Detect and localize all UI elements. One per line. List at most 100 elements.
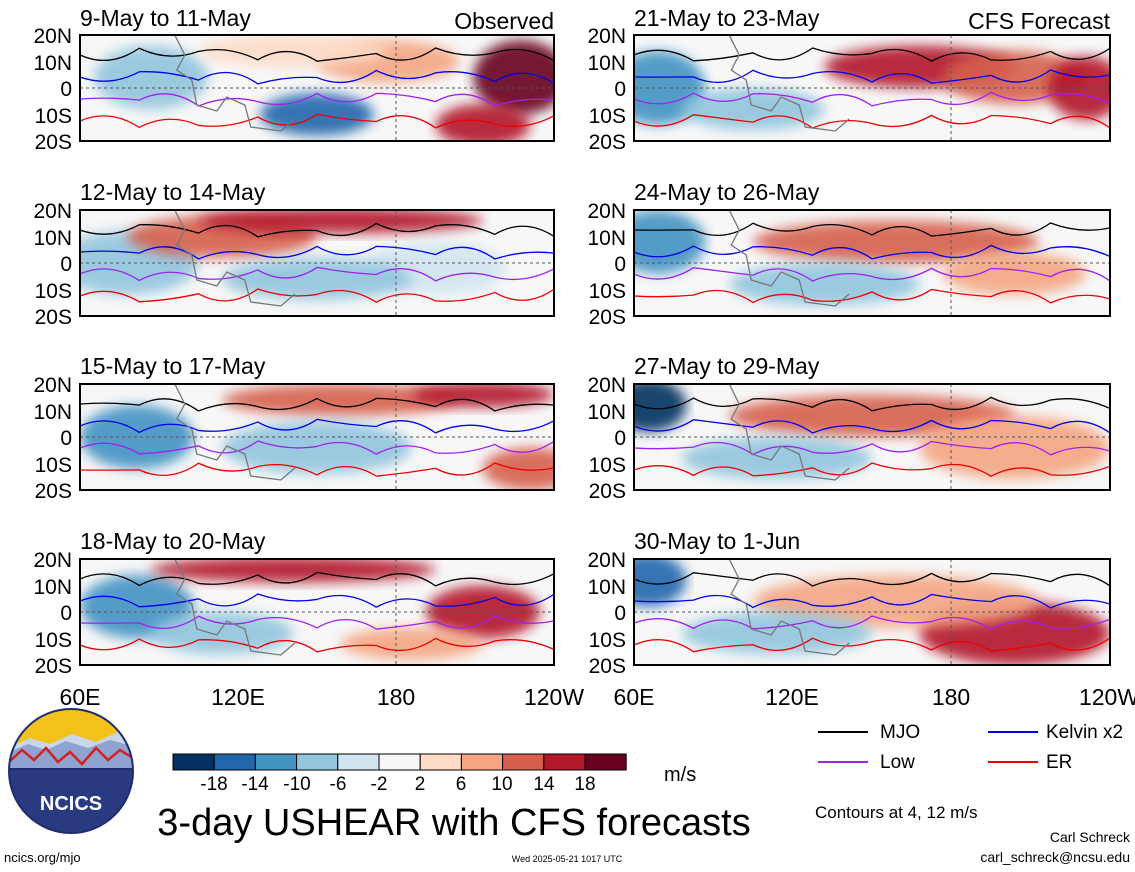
colorbar-tick: 2 [415,774,426,795]
lat-label: 10S [35,280,72,303]
lat-label: 20S [589,655,626,678]
colorbar-tick: 6 [456,774,467,795]
contours-5 [634,210,1110,307]
colorbar-box [254,753,298,771]
coastline [174,384,296,481]
panel-frame [79,209,555,317]
lat-label: 10N [33,401,72,424]
colorbar-tick: -18 [200,774,227,795]
lat-labels-right: 20N 10N 0 10S 20S 20N 10N 0 10S 20S 20N … [587,25,626,678]
lat-label: 10N [587,576,626,599]
panel-label: 30-May to 1-Jun [634,528,800,554]
shaded-region [94,45,208,110]
shaded-region [634,210,706,274]
contour-line [634,114,1110,129]
lon-label: 120W [524,684,584,710]
contour-line [634,267,1110,282]
colorbar-units: m/s [664,764,696,786]
panel-frame [79,383,555,491]
footer-email: carl_schreck@ncsu.edu [980,849,1130,865]
coastline [728,35,850,132]
lat-label: 20N [33,374,72,397]
lon-label: 120E [765,684,819,710]
legend: MJO Kelvin x2 Low ER Contours at 4, 12 m… [815,722,1123,822]
shading-4 [634,45,1110,131]
colorbar: -18 -14 -10 -6 -2 2 6 10 14 18 m/s [172,753,696,795]
shaded-region [943,252,1087,295]
lat-label: 10N [33,227,72,250]
contour-line [634,91,1110,107]
contour-line [80,615,554,630]
contours-2 [80,384,554,481]
shaded-region [198,210,483,234]
lat-label: 10N [587,401,626,424]
contour-line [80,397,554,412]
panel-frame [633,558,1111,666]
contours-1 [80,210,554,307]
contour-line [80,288,554,303]
panel-7: 30-May to 1-Jun [633,528,1111,666]
lon-label: 60E [60,684,101,710]
colorbar-box [460,753,504,771]
lat-label: 10S [35,629,72,652]
colorbar-box [172,753,215,771]
panel-frame [79,34,555,142]
panel-label: 24-May to 26-May [634,179,820,205]
panel-frame [633,209,1111,317]
contour-line [634,396,1110,412]
lat-label: 0 [614,427,626,450]
legend-label-kelvin: Kelvin x2 [1046,722,1123,743]
shaded-region [222,421,412,475]
footer-author: Carl Schreck [1050,829,1131,845]
contour-line [80,266,554,282]
contour-line [80,440,554,455]
contour-line [80,222,554,238]
shaded-region [753,574,1039,628]
shaded-region [753,220,1039,263]
lat-label: 10N [33,576,72,599]
contour-line [634,47,1110,62]
shading-7 [634,559,1110,665]
footer-timestamp: Wed 2025-05-21 1017 UTC [512,854,623,864]
panel-label: 18-May to 20-May [80,528,266,554]
contour-line [80,571,554,587]
coastline [728,210,850,307]
lon-label: 120W [1079,684,1135,710]
colorbar-box [543,753,586,771]
colorbar-tick: -6 [330,774,347,795]
contours-4 [634,35,1110,132]
panel-2: 15-May to 17-May [79,353,555,491]
contours-0 [80,35,554,132]
panel-frame [633,34,1111,142]
shaded-region [473,40,554,115]
colorbar-tick: 18 [574,774,595,795]
panel-frame [633,383,1111,491]
lat-label: 0 [60,427,72,450]
colorbar-box [337,753,380,771]
lat-labels-left: 20N 10N 0 10S 20S 20N 10N 0 10S 20S 20N … [33,25,72,678]
contours-3 [80,559,554,656]
lat-label: 10N [587,227,626,250]
shaded-region [340,627,483,660]
lat-label: 20N [587,374,626,397]
coastline [728,559,850,656]
panel-label: 9-May to 11-May [80,5,251,31]
lat-label: 10S [35,454,72,477]
contours-6 [634,384,1110,481]
contour-line [80,418,554,434]
lat-label: 20N [33,25,72,48]
lat-label: 10S [589,105,626,128]
panel-0: 9-May to 11-May Observed [79,5,555,142]
colorbar-tick: 10 [491,774,512,795]
legend-label-mjo: MJO [880,722,920,743]
lat-label: 0 [614,602,626,625]
lat-label: 20S [35,480,72,503]
panel-frame [79,558,555,666]
panel-6: 27-May to 29-May [633,353,1111,491]
lat-label: 10N [33,52,72,75]
shaded-region [482,447,554,490]
panel-label: 15-May to 17-May [80,353,266,379]
contour-line [634,244,1110,260]
contour-line [80,462,554,477]
contour-line [634,69,1110,84]
